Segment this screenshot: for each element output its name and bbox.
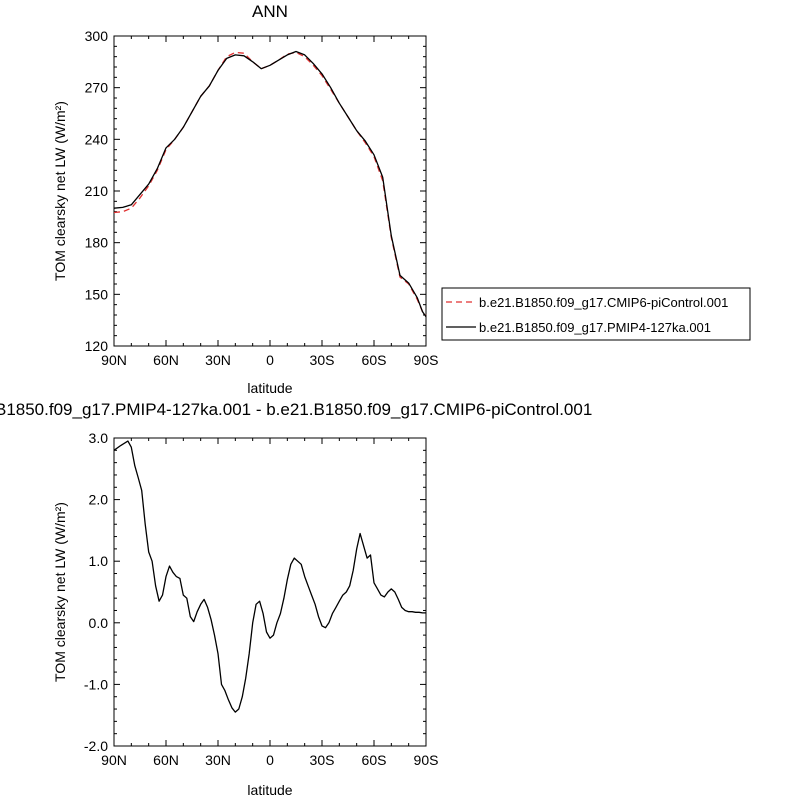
bottom-chart: 90N 60N 30N 0 30S 60S 90S -2.0 -1.0 0.0 1.0 2.0 3.0 T… <box>52 430 438 768</box>
legend-entry-0: b.e21.B1850.f09_g17.CMIP6-piControl.001 <box>479 295 728 310</box>
x-tick-label: 90S <box>414 752 439 768</box>
plot-frame <box>113 35 427 347</box>
y-tick-label: 240 <box>85 131 109 147</box>
x-tick-label: 90N <box>101 352 127 368</box>
y-tick-label: 3.0 <box>89 430 109 446</box>
y-tick-label: 180 <box>85 235 109 251</box>
bottom-chart-title: b.e21.B1850.f09_g17.PMIP4-127ka.001 - b.… <box>0 400 592 419</box>
y-tick-label: 1.0 <box>89 553 109 569</box>
y-tick-label: -2.0 <box>84 738 108 754</box>
y-tick-label: 300 <box>85 28 109 44</box>
x-tick-label: 60S <box>362 352 387 368</box>
series-line-0 <box>113 51 427 316</box>
x-tick-label: 90N <box>101 752 127 768</box>
y-tick-label: 0.0 <box>89 615 109 631</box>
x-tick-label: 30N <box>205 352 231 368</box>
top-chart-title: ANN <box>252 2 288 21</box>
series-line-0 <box>113 440 426 713</box>
y-tick-label: 210 <box>85 183 109 199</box>
x-tick-label: 0 <box>266 352 274 368</box>
x-tick-label: 30N <box>205 752 231 768</box>
x-tick-label: 90S <box>414 352 439 368</box>
x-tick-label: 60S <box>362 752 387 768</box>
y-tick-label: 2.0 <box>89 492 109 508</box>
y-tick-label: 270 <box>85 80 109 96</box>
x-tick-label: 60N <box>153 352 179 368</box>
legend-entry-1: b.e21.B1850.f09_g17.PMIP4-127ka.001 <box>479 320 711 335</box>
top-x-axis-label: latitude <box>247 380 292 396</box>
x-tick-label: 30S <box>310 352 335 368</box>
y-tick-label: 150 <box>85 286 109 302</box>
y-axis-label: TOM clearsky net LW (W/m²) <box>52 101 68 281</box>
x-tick-label: 0 <box>266 752 274 768</box>
x-tick-label: 30S <box>310 752 335 768</box>
legend-box <box>441 287 751 341</box>
y-tick-label: -1.0 <box>84 676 108 692</box>
y-tick-label: 120 <box>85 338 109 354</box>
series-line-1 <box>113 50 427 318</box>
x-tick-label: 60N <box>153 752 179 768</box>
legend: b.e21.B1850.f09_g17.CMIP6-piControl.001b… <box>441 287 751 341</box>
bottom-x-axis-label: latitude <box>247 782 292 798</box>
y-axis-label: TOM clearsky net LW (W/m²) <box>52 502 68 682</box>
top-chart: 90N 60N 30N 0 30S 60S 90S 120 150 180 210 240 270 300… <box>52 28 438 368</box>
